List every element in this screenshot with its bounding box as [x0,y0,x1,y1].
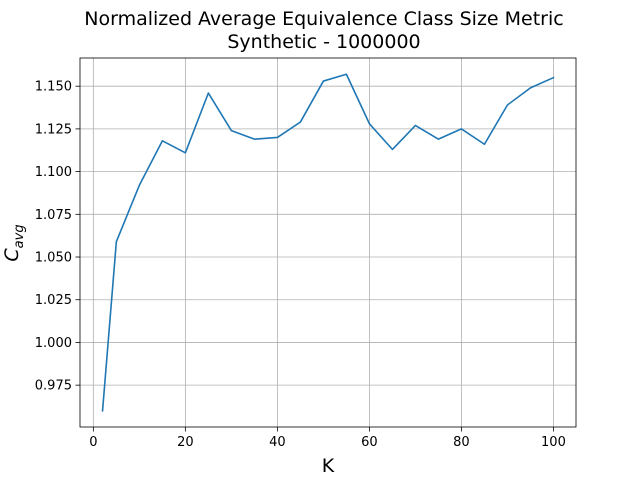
x-tick-label: 40 [269,435,286,450]
plot-frame [79,57,577,428]
series-line [101,73,555,412]
tick-labels: 0 20 40 60 80 100 0.975 1.000 1.025 1.050 1.075 1.1… [35,80,566,450]
y-axis-label-subscript: avg [12,224,27,248]
axes [75,57,577,432]
y-tick-label: 1.050 [35,251,72,266]
series-layer [101,73,555,412]
x-axis-label: K [322,455,335,477]
y-axis-label: Cavg [1,224,27,261]
y-tick-label: 1.125 [35,122,72,137]
x-tick-label: 60 [361,435,378,450]
x-tick-label: 0 [89,435,97,450]
y-tick-label: 1.100 [35,165,72,180]
x-tick-label: 20 [177,435,194,450]
y-tick-label: 0.975 [35,379,72,394]
y-tick-label: 1.025 [35,293,72,308]
x-tick-label: 80 [453,435,470,450]
chart-title-line2: Synthetic - 1000000 [227,31,420,53]
y-tick-label: 1.000 [35,336,72,351]
y-tick-label: 1.150 [35,80,72,95]
chart-title-line1: Normalized Average Equivalence Class Siz… [84,8,563,30]
y-tick-label: 1.075 [35,208,72,223]
x-tick-label: 100 [541,435,566,450]
y-axis-label-main: C [1,248,23,262]
